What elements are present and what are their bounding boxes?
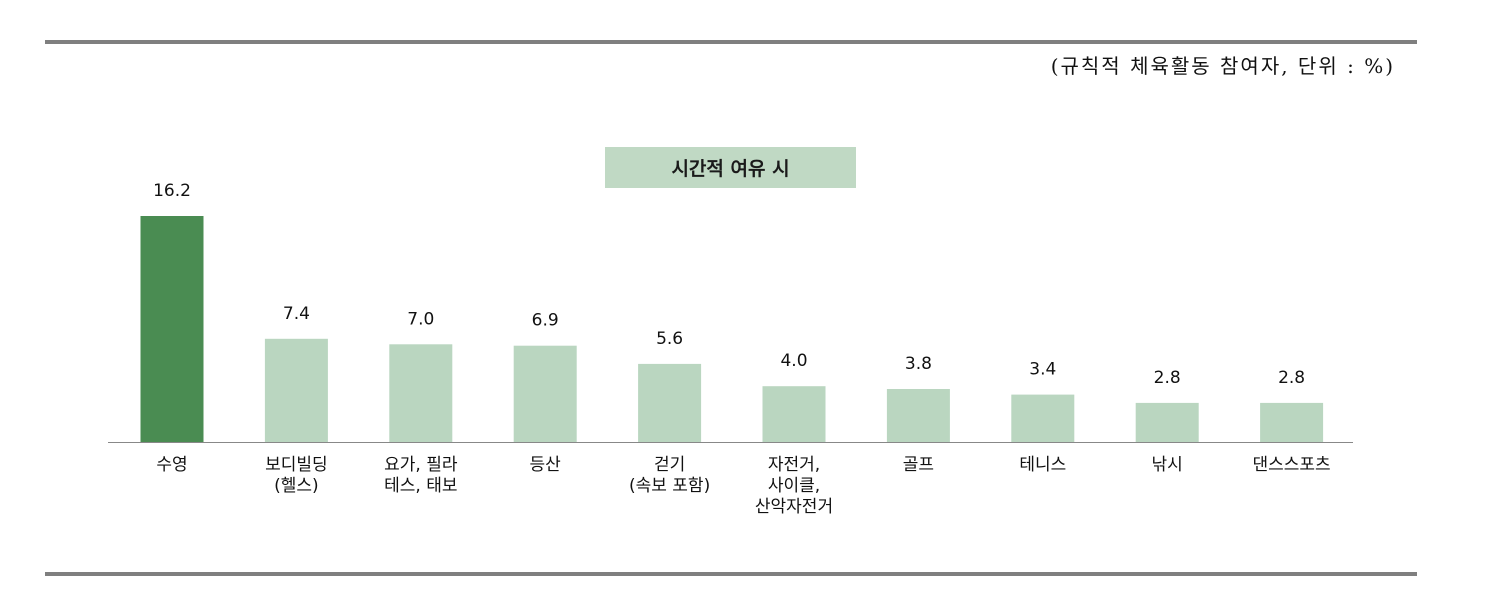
category-label-line: 요가, 필라 xyxy=(384,455,458,475)
category-label-line: 사이클, xyxy=(768,476,820,496)
bottom-rule xyxy=(45,572,1417,576)
bar-8 xyxy=(1135,402,1199,442)
bar-3 xyxy=(513,345,577,442)
bar-1 xyxy=(264,338,328,442)
bar-2 xyxy=(389,344,453,442)
value-label-8: 2.8 xyxy=(1154,368,1181,388)
bar-9 xyxy=(1260,402,1324,442)
category-label-line: 자전거, xyxy=(768,455,820,475)
category-label-8: 낚시 xyxy=(1152,455,1183,475)
value-label-1: 7.4 xyxy=(283,304,310,324)
bar-4 xyxy=(638,363,702,442)
category-label-line: 테스, 태보 xyxy=(384,476,457,496)
value-label-3: 6.9 xyxy=(532,311,559,331)
category-label-line: 걷기 xyxy=(654,455,685,475)
value-label-4: 5.6 xyxy=(656,329,683,349)
category-label-line: 수영 xyxy=(156,455,187,475)
category-label-line: 등산 xyxy=(530,455,562,475)
value-label-5: 4.0 xyxy=(780,351,807,371)
bar-0 xyxy=(140,216,204,442)
bar-6 xyxy=(886,389,950,442)
category-label-7: 테니스 xyxy=(1019,455,1066,475)
category-label-5: 자전거, 사이클, 산악자전거 xyxy=(755,455,833,517)
value-label-9: 2.8 xyxy=(1278,368,1305,388)
category-label-4: 걷기 (속보 포함) xyxy=(629,455,710,496)
category-label-line: 낚시 xyxy=(1152,455,1183,475)
category-label-6: 골프 xyxy=(903,455,934,475)
chart-title: 시간적 여유 시 xyxy=(605,147,856,188)
category-label-2: 요가, 필라 테스, 태보 xyxy=(384,455,458,496)
category-label-line: 테니스 xyxy=(1019,455,1066,475)
category-label-3: 등산 xyxy=(530,455,562,475)
category-label-line: (속보 포함) xyxy=(629,476,710,496)
bar-7 xyxy=(1011,394,1075,442)
value-label-0: 16.2 xyxy=(153,181,191,201)
category-label-line: 골프 xyxy=(903,455,934,475)
category-label-line: (헬스) xyxy=(274,476,319,496)
value-label-2: 7.0 xyxy=(407,309,434,329)
category-label-9: 댄스스포츠 xyxy=(1252,455,1330,475)
category-label-line: 산악자전거 xyxy=(755,497,833,517)
value-label-7: 3.4 xyxy=(1029,360,1056,380)
bar-5 xyxy=(762,386,826,442)
category-label-line: 댄스스포츠 xyxy=(1252,455,1330,475)
unit-note: (규칙적 체육활동 참여자, 단위 : %) xyxy=(1050,54,1395,78)
category-label-1: 보디빌딩 (헬스) xyxy=(265,455,328,496)
category-label-0: 수영 xyxy=(156,455,187,475)
value-label-6: 3.8 xyxy=(905,354,932,374)
category-label-line: 보디빌딩 xyxy=(265,455,328,475)
top-rule xyxy=(45,40,1417,44)
